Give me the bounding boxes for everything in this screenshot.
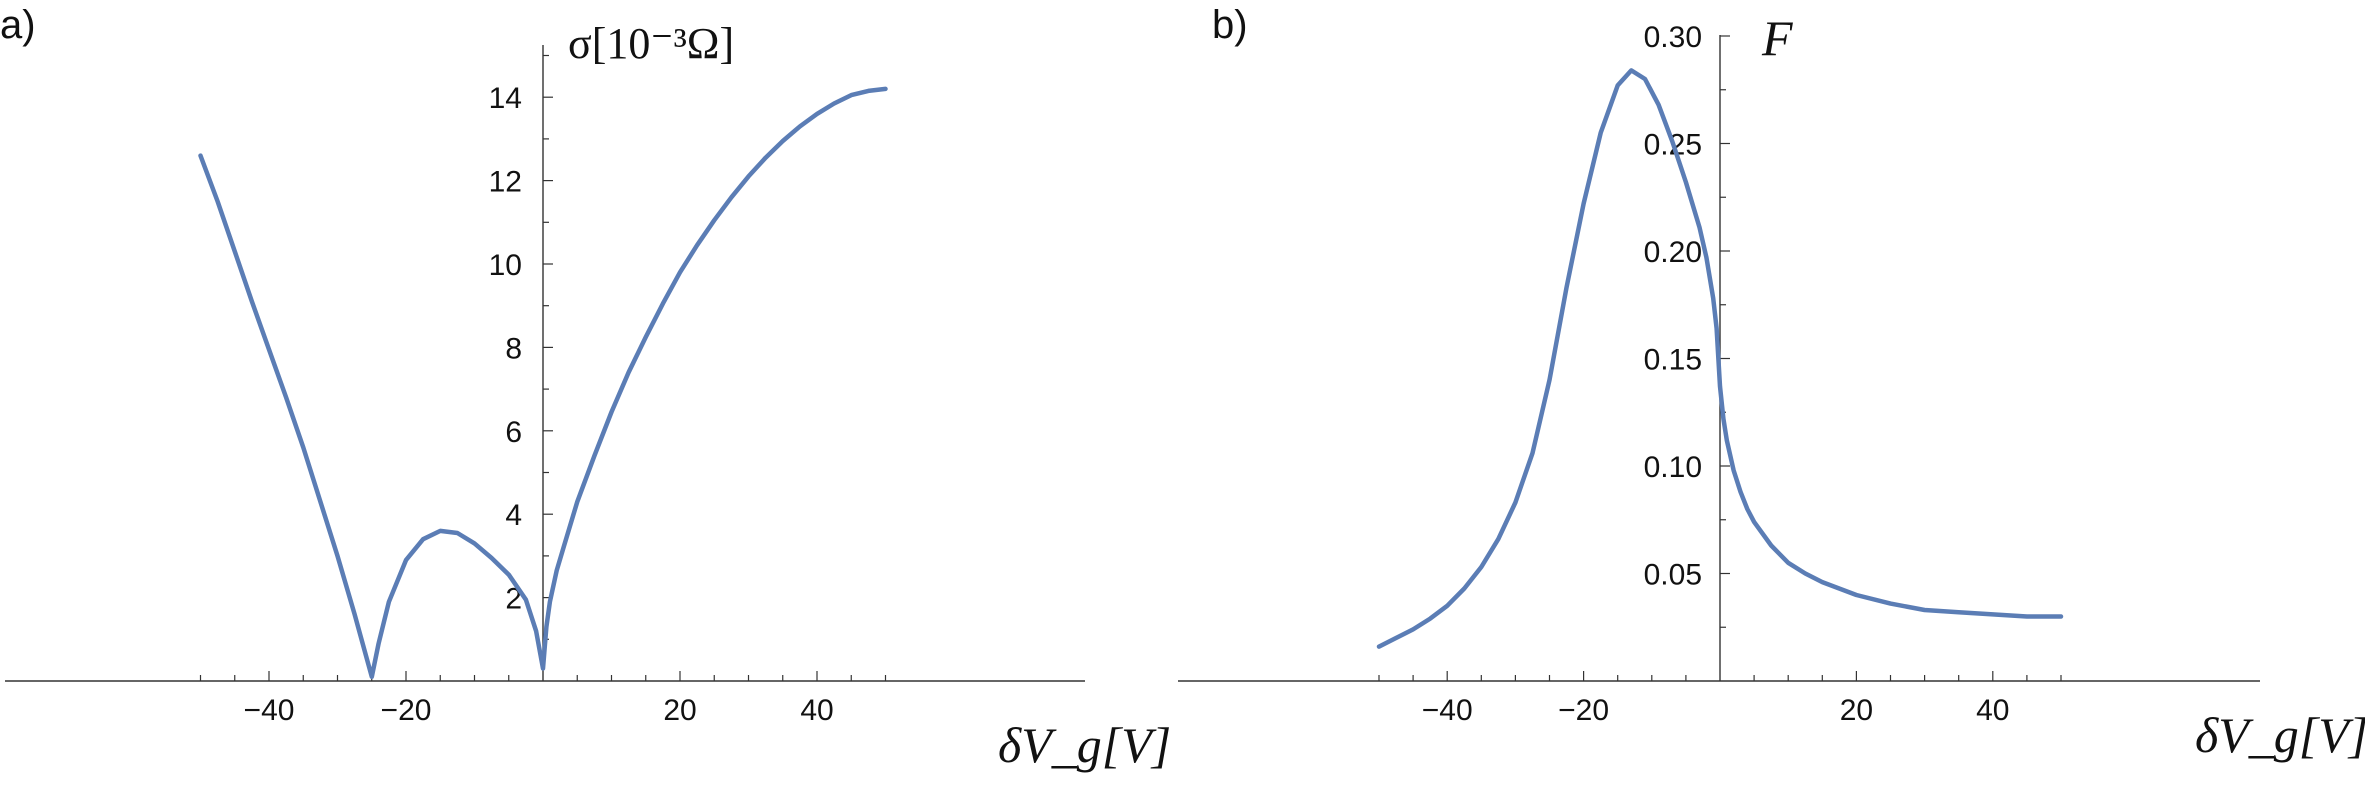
panel-a-x-tick-label: 20 (663, 694, 696, 727)
panel-b-y-tick-label: 0.20 (1644, 236, 1702, 269)
panel-a-y-tick-label: 12 (489, 166, 522, 199)
panel-b-series-line (1376, 68, 2064, 649)
panel-a-ticks (199, 54, 887, 681)
panel-b-x-tick-label: −40 (1422, 694, 1473, 727)
panel-b-x-tick-label: −20 (1558, 694, 1609, 727)
panel-b-x-tick-label: 40 (1976, 694, 2009, 727)
panel-b-y-tick-label: 0.10 (1644, 451, 1702, 484)
panel-b-y-tick-label: 0.30 (1644, 21, 1702, 54)
panel-a-series-line (198, 86, 888, 680)
panel-a-y-tick-label: 4 (505, 499, 522, 532)
panel-a-x-axis-title: δV_g[V] (998, 717, 1171, 773)
panel-a-y-tick-label: 6 (505, 416, 522, 449)
panel-b-chart: b) −40 −20 20 400.050.100.150.200.250.30 F … (1178, 3, 2365, 763)
panel-a-label: a) (0, 3, 36, 47)
panel-b-ticks (1378, 35, 2062, 681)
panel-b-x-tick-label: 20 (1840, 694, 1873, 727)
panel-b-y-tick-label: 0.05 (1644, 559, 1702, 592)
panel-a-y-tick-label: 14 (489, 82, 522, 115)
panel-a-x-tick-label: −40 (244, 694, 295, 727)
panel-b-label: b) (1212, 3, 1248, 47)
panel-b-tick-labels: −40 −20 20 400.050.100.150.200.250.30 (1422, 21, 2010, 727)
panel-a-x-tick-label: −20 (381, 694, 432, 727)
panel-a-y-axis-title: σ[10⁻³Ω] (568, 19, 734, 68)
panel-b-y-axis-title: F (1761, 10, 1793, 66)
panel-a-x-tick-label: 40 (800, 694, 833, 727)
panel-a-y-tick-label: 8 (505, 332, 522, 365)
panel-b-x-axis-title: δV_g[V] (2195, 707, 2365, 763)
panel-a-y-tick-label: 10 (489, 249, 522, 282)
panel-b-y-tick-label: 0.15 (1644, 344, 1702, 377)
